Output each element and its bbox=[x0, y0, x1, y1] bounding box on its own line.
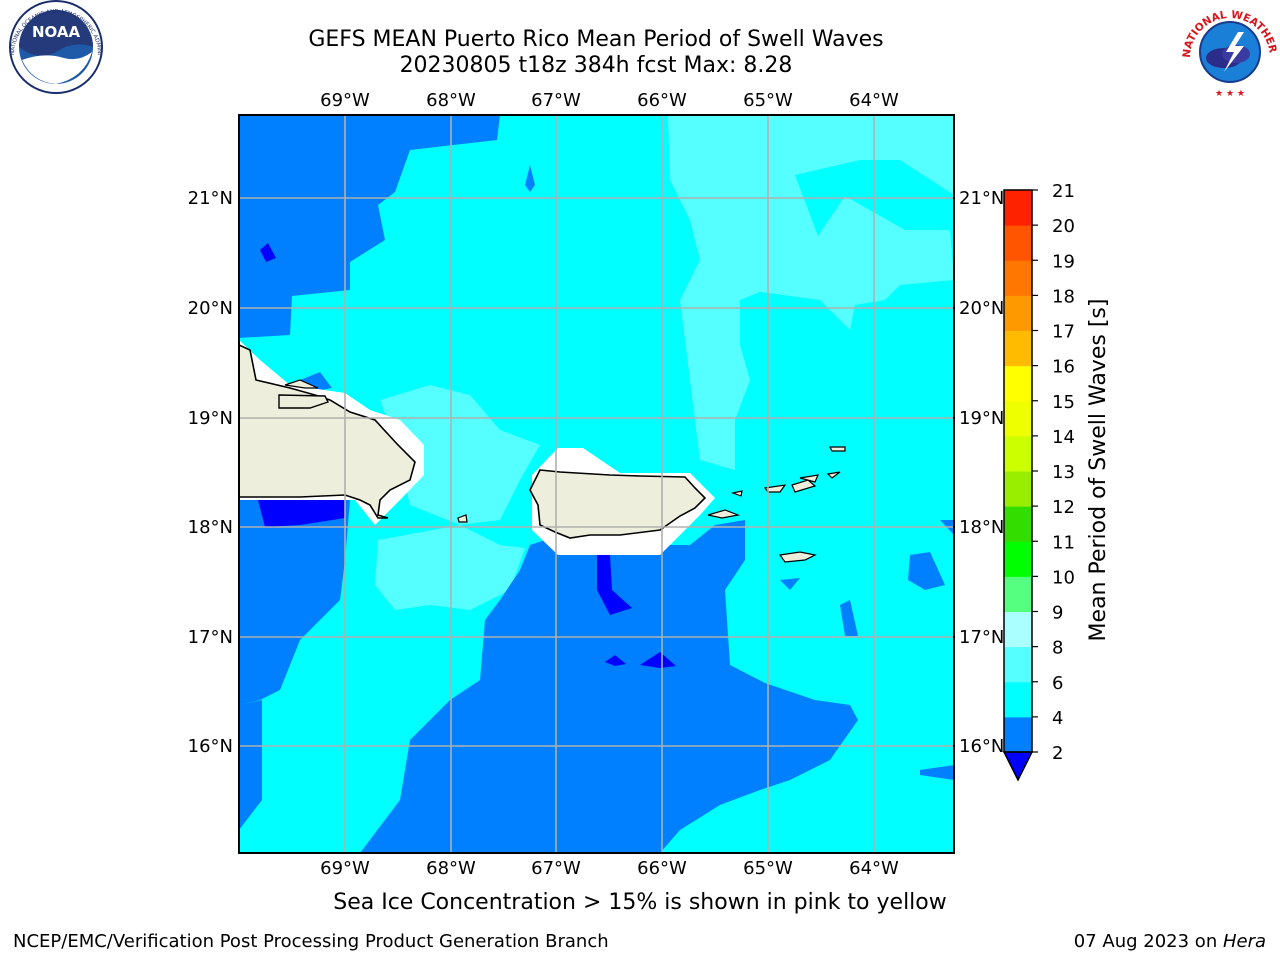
colorbar-tick-label: 21 bbox=[1052, 181, 1075, 202]
svg-text:NOAA: NOAA bbox=[32, 23, 81, 41]
colorbar-extend-min bbox=[1002, 751, 1034, 782]
lon-label: 69°W bbox=[320, 90, 370, 111]
colorbar-segment bbox=[1004, 611, 1032, 648]
footer-host: Hera bbox=[1222, 931, 1266, 952]
land-hispaniola bbox=[239, 344, 416, 519]
colorbar-segment bbox=[1004, 190, 1032, 226]
lat-label: 21°N bbox=[959, 188, 1004, 209]
colorbar-tick-label: 19 bbox=[1052, 251, 1075, 272]
graticule bbox=[239, 115, 954, 853]
colorbar-segment bbox=[1004, 295, 1032, 331]
nws-logo: NATIONAL WEATHER SERVICE ★ ★ ★ bbox=[1178, 0, 1278, 99]
lon-label: 66°W bbox=[637, 90, 687, 111]
svg-text:★ ★ ★: ★ ★ ★ bbox=[1215, 89, 1245, 99]
footer-date-text: 07 Aug 2023 on bbox=[1073, 931, 1223, 952]
lon-labels-bottom: 69°W 68°W 67°W 66°W 65°W 64°W bbox=[320, 858, 899, 879]
colorbar-tick-label: 17 bbox=[1052, 322, 1075, 343]
lat-label: 18°N bbox=[188, 517, 233, 538]
field-band-6-8-ne bbox=[668, 115, 954, 470]
colorbar-segment bbox=[1004, 400, 1032, 437]
colorbar-tick-label: 8 bbox=[1052, 638, 1063, 659]
lon-label: 67°W bbox=[531, 90, 581, 111]
colorbar-tick-label: 13 bbox=[1052, 462, 1075, 483]
field-band-2-4-nw bbox=[239, 115, 500, 338]
lat-labels-right: 21°N 20°N 19°N 18°N 17°N 16°N bbox=[959, 188, 1004, 757]
colorbar: 2 4 6 8 9 10 11 12 13 14 15 16 17 18 19 20 21 bbox=[1002, 181, 1075, 782]
colorbar-segment bbox=[1004, 225, 1032, 261]
colorbar-segment bbox=[1004, 365, 1032, 402]
lat-label: 19°N bbox=[959, 408, 1004, 429]
lat-label: 17°N bbox=[959, 627, 1004, 648]
lon-labels-top: 69°W 68°W 67°W 66°W 65°W 64°W bbox=[320, 90, 899, 111]
field-band-6-8-c bbox=[380, 385, 540, 525]
lon-label: 64°W bbox=[849, 858, 899, 879]
colorbar-segment bbox=[1004, 576, 1032, 612]
colorbar-segment bbox=[1004, 541, 1032, 577]
colorbar-tick-label: 10 bbox=[1052, 567, 1075, 588]
colorbar-tick-label: 16 bbox=[1052, 357, 1075, 378]
footer-date: 07 Aug 2023 on Hera bbox=[1074, 931, 1266, 952]
sea-ice-note: Sea Ice Concentration > 15% is shown in … bbox=[333, 890, 947, 915]
chart-subtitle: 20230805 t18z 384h fcst Max: 8.28 bbox=[399, 53, 793, 78]
colorbar-tick-label: 9 bbox=[1052, 603, 1063, 624]
contour-field bbox=[239, 115, 954, 853]
colorbar-segment bbox=[1004, 646, 1032, 683]
map-frame bbox=[238, 114, 955, 854]
colorbar-label: Mean Period of Swell Waves [s] bbox=[1086, 299, 1111, 642]
lat-label: 16°N bbox=[188, 736, 233, 757]
colorbar-segment bbox=[1004, 435, 1032, 472]
colorbar-tick-label: 18 bbox=[1052, 286, 1075, 307]
colorbar-tick-label: 15 bbox=[1052, 392, 1075, 413]
colorbar-segment bbox=[1004, 716, 1032, 753]
lon-label: 65°W bbox=[743, 90, 793, 111]
lon-label: 67°W bbox=[531, 858, 581, 879]
colorbar-segment bbox=[1004, 330, 1032, 367]
footer-credit: NCEP/EMC/Verification Post Processing Pr… bbox=[13, 931, 609, 952]
lat-label: 20°N bbox=[959, 298, 1004, 319]
noaa-logo: NOAA NATIONAL OCEANIC AND ATMOSPHERIC AD… bbox=[4, 0, 103, 94]
lon-label: 66°W bbox=[637, 858, 687, 879]
lat-label: 19°N bbox=[188, 408, 233, 429]
lat-label: 21°N bbox=[188, 188, 233, 209]
field-band-2-4-s bbox=[360, 520, 858, 853]
lon-label: 65°W bbox=[743, 858, 793, 879]
colorbar-segment bbox=[1004, 681, 1032, 718]
colorbar-tick-label: 2 bbox=[1052, 743, 1063, 764]
colorbar-tick-label: 4 bbox=[1052, 708, 1063, 729]
lon-label: 64°W bbox=[849, 90, 899, 111]
lat-label: 17°N bbox=[188, 627, 233, 648]
field-band-2-4-sw bbox=[239, 500, 350, 705]
field-band-lt2 bbox=[260, 243, 276, 262]
field-band-6-8-s bbox=[375, 525, 525, 610]
chart-title: GEFS MEAN Puerto Rico Mean Period of Swe… bbox=[308, 27, 884, 52]
lat-labels-left: 21°N 20°N 19°N 18°N 17°N 16°N bbox=[188, 188, 233, 757]
colorbar-segment bbox=[1004, 506, 1032, 542]
lon-label: 68°W bbox=[426, 90, 476, 111]
colorbar-tick-label: 12 bbox=[1052, 497, 1075, 518]
lat-label: 20°N bbox=[188, 298, 233, 319]
lon-label: 69°W bbox=[320, 858, 370, 879]
colorbar-segment bbox=[1004, 471, 1032, 507]
lat-label: 18°N bbox=[959, 517, 1004, 538]
lon-label: 68°W bbox=[426, 858, 476, 879]
colorbar-segment bbox=[1004, 260, 1032, 296]
colorbar-tick-label: 6 bbox=[1052, 673, 1063, 694]
colorbar-tick-label: 20 bbox=[1052, 216, 1075, 237]
lat-label: 16°N bbox=[959, 736, 1004, 757]
colorbar-tick-label: 11 bbox=[1052, 532, 1075, 553]
colorbar-tick-label: 14 bbox=[1052, 427, 1075, 448]
